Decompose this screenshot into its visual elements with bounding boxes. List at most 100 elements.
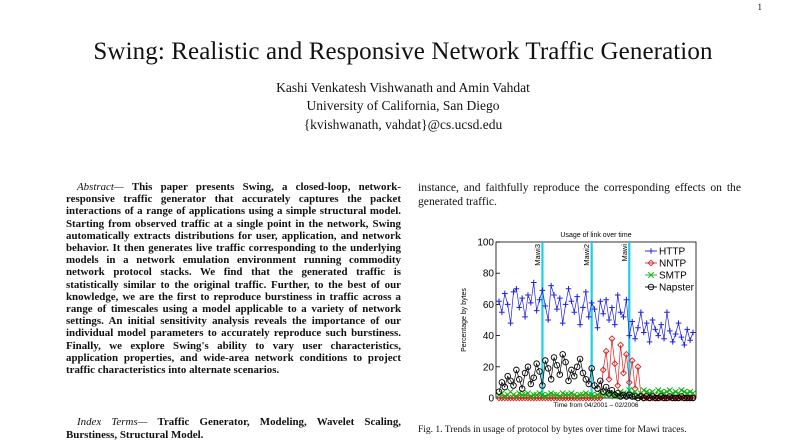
smtp-point [547,390,555,397]
napster-point [579,369,587,377]
figure-caption: Fig. 1. Trends in usage of protocol by b… [418,425,687,435]
napster-point [556,371,564,378]
napster-point [672,394,679,402]
smtp-point [539,391,546,399]
http-point [597,298,604,305]
http-point [658,321,664,328]
smtp-point [501,393,508,400]
http-point [609,304,615,311]
smtp-point [571,391,578,399]
nntp-point [582,394,590,402]
smtp-point [574,393,581,400]
nntp-point [547,394,555,402]
http-point [536,296,543,303]
index-terms-dash: — [137,416,158,428]
http-point [612,321,618,328]
legend-napster-point [647,283,655,291]
http-point [551,292,557,298]
http-point [632,335,638,342]
napster-point [550,354,558,361]
legend-label: Napster [659,283,695,294]
legend-label: NNTP [659,259,687,270]
http-point [545,317,552,323]
smtp-point [519,391,526,399]
smtp-point [594,391,601,399]
http-point [504,301,511,308]
smtp-point [640,387,647,394]
napster-point [510,382,517,389]
http-point [557,295,563,301]
http-point [675,320,682,326]
http-point [600,310,607,317]
http-point [574,293,580,300]
legend-http-point [648,248,654,254]
napster-point [524,363,532,371]
y-tick-label: 0 [488,394,494,405]
http-point [664,309,670,315]
paper-title: Swing: Realistic and Responsive Network … [93,38,713,65]
abstract: Abstract— This paper presents Swing, a c… [66,181,401,376]
smtp-point [657,388,665,395]
http-point [588,300,595,306]
http-point [510,289,517,295]
smtp-point [553,391,561,399]
smtp-point [655,387,662,394]
napster-point [498,379,506,386]
http-point [507,320,514,326]
napster-point [608,386,616,394]
nntp-point [591,394,598,402]
smtp-point [576,391,584,399]
http-point [606,317,612,323]
napster-point [602,383,610,391]
index-terms-label: Index Terms [77,416,138,428]
http-point [571,309,578,315]
smtp-point [686,388,694,395]
annotation-label: Mawi3 [533,244,542,266]
napster-point [553,361,561,369]
nntp-point [541,394,549,402]
http-point [501,290,508,297]
nntp-point [634,363,642,371]
nntp-point [599,366,607,374]
nntp-point [501,394,509,402]
http-point [533,307,540,314]
http-point [635,325,641,331]
http-point [629,318,635,325]
napster-point [573,363,581,371]
nntp-point [617,341,625,349]
napster-point [527,380,535,388]
http-point [655,332,662,339]
y-tick-label: 100 [477,238,494,249]
smtp-point [542,393,549,400]
nntp-point [625,378,633,386]
smtp-point [536,390,543,397]
napster-point [652,394,659,402]
nntp-point [622,350,630,358]
http-point [684,326,691,333]
affiliation: University of California, San Diego [306,98,500,113]
smtp-point [530,391,537,399]
http-point [678,334,685,340]
smtp-point [527,393,535,400]
nntp-point [573,394,581,402]
napster-point [585,380,593,388]
napster-point [597,377,604,385]
http-point [542,303,549,309]
nntp-point [620,369,627,377]
smtp-point [672,388,679,395]
abstract-text: This paper presents Swing, a closed-loop… [66,181,401,377]
smtp-point [643,388,650,395]
napster-point [689,394,697,402]
napster-point [542,357,549,364]
http-point [530,279,537,286]
http-point [614,292,621,298]
y-tick-label: 80 [483,269,495,280]
napster-point [628,393,636,400]
nntp-point [556,394,564,402]
smtp-point [611,393,618,400]
http-point [559,320,566,326]
napster-point [565,377,572,385]
http-point [646,339,653,345]
http-point [539,287,546,294]
right-column-text: instance, and faithfully reproduce the c… [418,181,741,208]
